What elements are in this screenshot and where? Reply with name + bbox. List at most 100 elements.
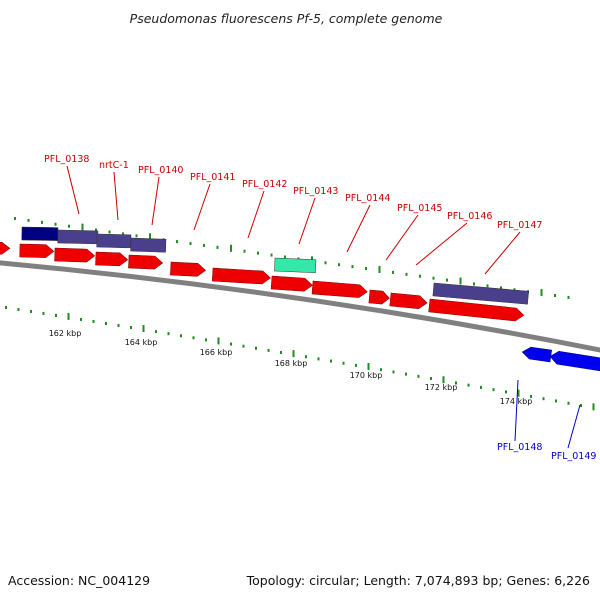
tick-mark bbox=[580, 404, 582, 408]
tick-mark bbox=[5, 306, 7, 309]
tick-mark bbox=[41, 220, 43, 224]
tick-mark bbox=[142, 325, 145, 333]
gene-label: PFL_0145 bbox=[397, 203, 442, 214]
leader-line bbox=[193, 183, 211, 231]
tick-mark bbox=[105, 321, 107, 325]
leader-line bbox=[247, 190, 265, 239]
tick-mark bbox=[176, 240, 178, 244]
cog-feature-track bbox=[21, 226, 529, 305]
tick-mark bbox=[542, 397, 545, 401]
tick-mark bbox=[517, 389, 520, 397]
forward-cds-arrow bbox=[270, 275, 313, 292]
tick-mark bbox=[230, 342, 232, 346]
scale-labels: 162 kbp 164 kbp 166 kbp 168 kbp 170 kbp … bbox=[49, 329, 533, 406]
cog-feature-box bbox=[57, 229, 99, 245]
gene-label: PFL_0142 bbox=[242, 179, 287, 190]
tick-mark bbox=[530, 394, 532, 398]
tick-mark bbox=[180, 334, 182, 338]
tick-mark bbox=[216, 245, 219, 249]
leader-line bbox=[66, 165, 80, 215]
leader-line bbox=[567, 404, 581, 449]
tick-mark bbox=[505, 390, 507, 394]
gene-label: PFL_0148 bbox=[497, 442, 542, 453]
scale-label: 172 kbp bbox=[425, 383, 458, 392]
cog-feature-box bbox=[130, 237, 167, 253]
cog-feature-box bbox=[96, 233, 132, 249]
tick-mark bbox=[430, 377, 432, 381]
tick-mark bbox=[270, 253, 273, 257]
tick-mark bbox=[405, 372, 407, 376]
tick-mark bbox=[67, 312, 70, 320]
tick-mark bbox=[205, 338, 207, 342]
cog-feature-box bbox=[21, 226, 59, 241]
tick-mark bbox=[459, 277, 462, 285]
tick-mark bbox=[492, 388, 495, 392]
tick-mark bbox=[242, 344, 245, 348]
tick-mark bbox=[486, 284, 489, 288]
tick-mark bbox=[540, 289, 543, 297]
leader-line bbox=[514, 379, 519, 442]
tick-mark bbox=[54, 222, 57, 226]
tick-mark bbox=[442, 376, 445, 384]
tick-mark bbox=[167, 332, 170, 336]
tick-mark bbox=[555, 399, 557, 403]
tick-mark bbox=[92, 319, 95, 323]
leader-line bbox=[484, 231, 521, 275]
tick-mark bbox=[500, 286, 502, 290]
gene-label: PFL_0141 bbox=[190, 172, 235, 183]
genome-backbone bbox=[0, 260, 600, 353]
gene-label: nrtC-1 bbox=[99, 160, 129, 171]
tick-mark bbox=[405, 272, 408, 276]
tick-mark bbox=[117, 323, 120, 327]
forward-cds-arrow bbox=[54, 247, 96, 263]
tick-mark bbox=[392, 370, 395, 374]
reverse-cds-track bbox=[521, 346, 600, 373]
tick-mark bbox=[446, 278, 448, 282]
map-title: Pseudomonas fluorescens Pf-5, complete g… bbox=[130, 11, 443, 26]
tick-mark bbox=[380, 368, 382, 372]
forward-cds-arrow bbox=[0, 241, 11, 255]
gene-label: PFL_0140 bbox=[138, 165, 183, 176]
reverse-cds-arrow bbox=[549, 350, 600, 373]
forward-cds-arrow bbox=[389, 292, 428, 309]
tick-mark bbox=[42, 311, 45, 315]
tick-mark bbox=[367, 363, 370, 371]
tick-mark bbox=[592, 403, 595, 411]
scale-label: 166 kbp bbox=[200, 348, 233, 357]
scale-label: 168 kbp bbox=[275, 359, 308, 368]
forward-cds-track bbox=[0, 241, 525, 322]
tick-mark bbox=[130, 326, 132, 330]
tick-mark bbox=[108, 230, 111, 234]
tick-mark bbox=[14, 217, 16, 220]
tick-mark bbox=[554, 294, 556, 298]
inner-tick-track bbox=[5, 306, 595, 411]
reverse-cds-arrow bbox=[521, 346, 553, 363]
tick-mark bbox=[513, 288, 516, 292]
scale-label: 174 kbp bbox=[500, 397, 533, 406]
gene-label: PFL_0143 bbox=[293, 186, 338, 197]
tick-mark bbox=[324, 261, 327, 265]
leader-line bbox=[415, 222, 468, 266]
tick-mark bbox=[417, 374, 420, 378]
tick-mark bbox=[257, 251, 259, 255]
tick-mark bbox=[317, 357, 320, 361]
leader-line bbox=[298, 197, 316, 245]
tick-mark bbox=[267, 348, 270, 352]
tick-mark bbox=[342, 361, 345, 365]
tick-mark bbox=[30, 309, 32, 313]
tick-mark bbox=[203, 243, 205, 247]
leader-line bbox=[385, 214, 419, 261]
scale-label: 170 kbp bbox=[350, 371, 383, 380]
tick-mark bbox=[480, 385, 482, 389]
tick-mark bbox=[467, 383, 470, 387]
tick-mark bbox=[378, 265, 381, 273]
tick-mark bbox=[55, 313, 57, 317]
tick-mark bbox=[68, 224, 70, 228]
cog-feature-box bbox=[274, 257, 317, 274]
tick-mark bbox=[330, 359, 332, 363]
forward-cds-arrow bbox=[211, 267, 271, 285]
tick-mark bbox=[351, 265, 354, 269]
forward-cds-arrow bbox=[170, 261, 207, 277]
tick-mark bbox=[255, 346, 257, 350]
gene-label: PFL_0149 bbox=[551, 451, 596, 462]
